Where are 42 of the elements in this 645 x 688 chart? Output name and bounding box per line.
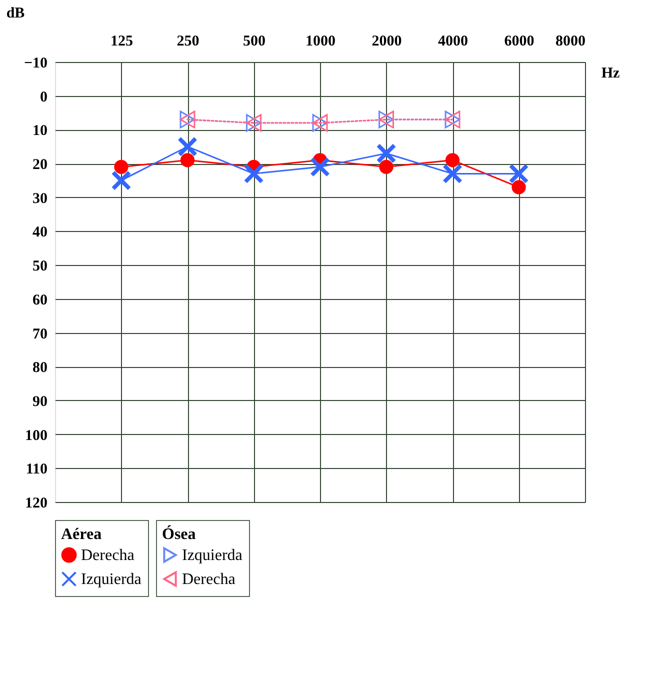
point — [310, 156, 330, 177]
y-tick-label: 70 — [32, 326, 48, 342]
legend-label: Derecha — [182, 571, 236, 588]
y-tick-label: 60 — [32, 292, 48, 308]
x-tick-label: 2000 — [372, 34, 402, 50]
point — [177, 136, 198, 157]
point — [376, 143, 396, 164]
point — [508, 164, 529, 184]
x-tick-label: 1000 — [306, 34, 336, 50]
y-tick-label: 10 — [32, 123, 48, 140]
legend-label: Derecha — [81, 547, 134, 564]
y-tick-label: 50 — [32, 258, 48, 275]
point — [379, 160, 394, 174]
y-tick-label: 110 — [26, 462, 48, 478]
y-tick-label: 90 — [32, 394, 48, 410]
x-tick-label: 500 — [243, 34, 266, 50]
point — [180, 153, 195, 168]
x-axis-title: Hz — [601, 66, 620, 82]
y-tick-label: 0 — [40, 89, 48, 106]
y-tick-label: 30 — [32, 190, 48, 207]
point — [445, 153, 460, 168]
point — [512, 180, 526, 194]
y-tick-label: 100 — [25, 428, 48, 444]
point — [244, 164, 264, 184]
text: Ósea — [162, 526, 196, 543]
y-axis-title: dB — [6, 6, 25, 22]
point — [114, 160, 128, 174]
x-tick-label: 8000 — [556, 34, 586, 50]
y-tick-label: 80 — [32, 360, 48, 376]
x-tick-label: 250 — [176, 34, 200, 50]
y-tick-label: 40 — [32, 224, 48, 241]
point — [111, 170, 132, 191]
y-tick-label: −10 — [24, 56, 48, 72]
y-tick-label: 20 — [32, 157, 48, 174]
y-tick-label: 120 — [25, 496, 48, 512]
point — [442, 164, 463, 184]
legend-label: Izquierda — [182, 547, 242, 564]
x-tick-label: 125 — [110, 34, 133, 50]
x-tick-label: 6000 — [504, 34, 534, 50]
x-tick-label: 4000 — [438, 34, 468, 50]
text: Aérea — [61, 526, 102, 543]
legend-label: Izquierda — [81, 571, 142, 588]
